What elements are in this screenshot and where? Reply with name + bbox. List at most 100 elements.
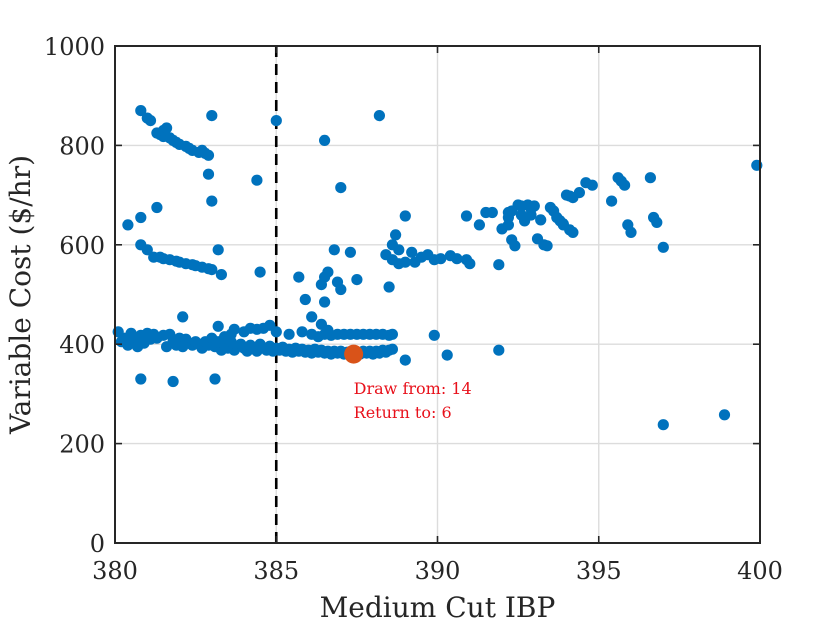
data-point [428,329,440,341]
data-point [393,244,405,256]
data-points [112,105,763,431]
data-point [373,110,385,122]
data-point [657,419,669,431]
data-point [541,240,553,252]
data-point [493,344,505,356]
y-tick-label: 400 [59,331,105,359]
data-point [644,172,657,184]
data-point [573,187,586,199]
x-tick-labels: 380 385 390 395 400 [92,557,783,585]
data-point [299,293,311,306]
y-tick-label: 200 [59,431,105,459]
x-tick-label: 380 [92,557,138,585]
axis-ticks [114,45,761,544]
highlight-group [344,344,364,364]
x-tick-label: 395 [576,557,622,585]
data-point [567,226,579,238]
data-point [161,122,173,134]
data-point [486,206,498,219]
data-point [322,324,334,336]
data-point [509,240,521,252]
y-tick-label: 800 [59,132,105,160]
highlight-point [344,344,364,364]
annotation-group: Draw from: 14 Return to: 6 [354,379,472,422]
data-point [586,179,598,191]
data-point [228,323,240,335]
data-point [435,253,447,265]
data-point [619,179,631,191]
x-tick-label: 400 [737,557,783,585]
data-point [270,115,282,127]
annotation-line-2: Return to: 6 [354,403,452,422]
data-point [515,200,528,212]
data-point [206,110,218,122]
data-point [296,326,308,338]
data-point [328,244,340,256]
data-point [441,349,453,361]
data-point [144,115,157,127]
data-point [473,219,485,231]
data-point [657,241,669,253]
data-point [535,214,547,226]
data-point [209,373,221,385]
data-point [606,195,618,207]
data-point [177,311,189,323]
y-tick-label: 1000 [44,33,105,61]
data-point [251,174,263,186]
data-point [525,203,537,215]
data-point [141,244,153,256]
data-point [319,296,331,308]
data-point [254,266,266,278]
data-point [122,219,134,231]
data-point [399,256,411,268]
data-point [464,258,476,270]
data-point [390,229,402,241]
data-point [283,328,295,340]
y-tick-label: 0 [90,530,105,558]
data-point [212,320,224,332]
data-point [718,409,731,421]
data-point [135,373,147,385]
x-tick-label: 385 [253,557,299,585]
data-point [335,283,347,296]
data-point [386,343,398,355]
data-point [493,259,505,271]
data-point [212,244,224,256]
data-point [502,206,514,219]
annotation-line-1: Draw from: 14 [354,379,472,398]
y-tick-label: 600 [59,232,105,260]
data-point [306,311,318,323]
data-point [215,269,227,281]
data-point [322,266,334,278]
data-point [151,201,163,214]
data-point [406,246,418,258]
y-tick-labels: 0 200 400 600 800 1000 [44,33,105,558]
data-point [451,253,463,265]
data-point [399,210,411,222]
data-point [386,328,398,340]
data-point [351,274,363,286]
data-point [135,105,147,117]
data-point [167,375,179,388]
data-point [206,195,218,207]
data-point [383,281,395,293]
data-point [270,326,282,338]
data-point [399,354,411,366]
x-axis-title: Medium Cut IBP [320,591,556,624]
data-point [335,182,347,194]
data-point [202,168,215,180]
data-point [293,271,305,283]
data-point [135,211,147,224]
data-point [625,226,637,238]
data-point [544,201,557,214]
data-point [460,210,473,222]
data-point [206,264,218,276]
data-point [651,216,663,228]
data-point [202,149,215,161]
y-axis-title: Variable Cost ($/hr) [4,155,37,435]
x-tick-label: 390 [415,557,461,585]
data-point [344,246,356,258]
data-point [319,134,331,146]
